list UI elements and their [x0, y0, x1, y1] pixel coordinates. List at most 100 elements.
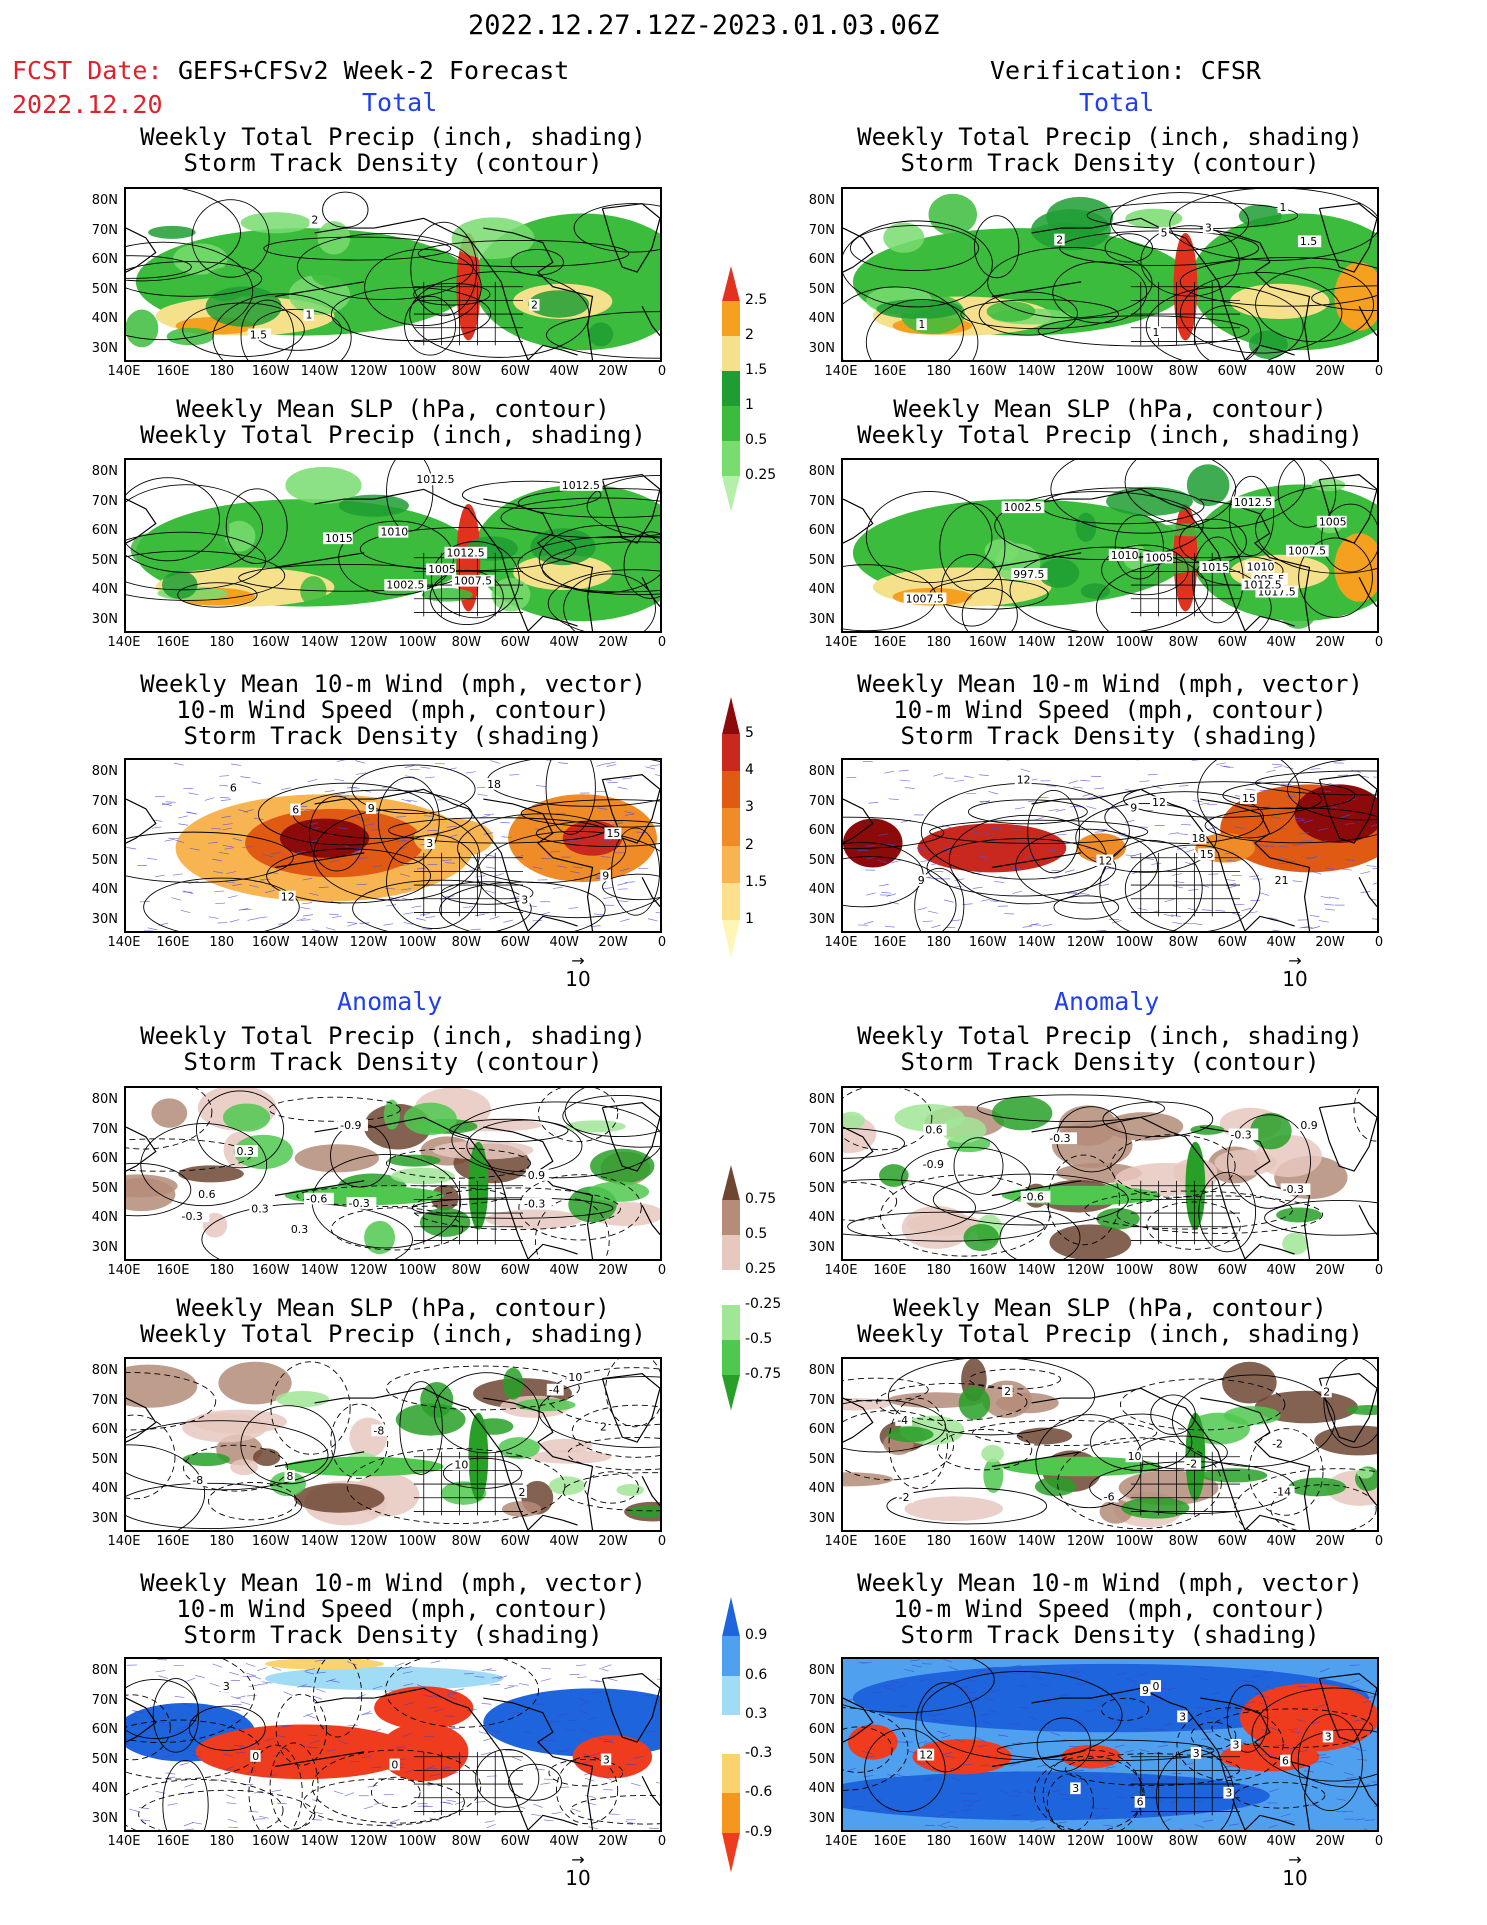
- lon-tick-label: 20W: [598, 364, 628, 379]
- precip-anom-wet-band: [284, 1456, 444, 1477]
- lon-tick-label: 160E: [156, 1834, 190, 1849]
- precip-anom-wet: [383, 1099, 400, 1130]
- contour-label: 6: [1137, 1796, 1144, 1809]
- lat-tick-label: 40N: [808, 1481, 835, 1496]
- panel-title-line: Weekly Mean SLP (hPa, contour): [893, 1294, 1327, 1322]
- lon-tick-label: 160E: [873, 935, 907, 950]
- panel-title-line: Weekly Mean 10-m Wind (mph, vector): [140, 670, 646, 698]
- fcst-model-label: GEFS+CFSv2 Week-2 Forecast: [178, 56, 570, 85]
- precip-cell: [309, 251, 357, 288]
- contour-label: 0.3: [237, 1145, 254, 1158]
- track-anom-pos-na: [379, 1722, 469, 1782]
- lon-tick-label: 140E: [107, 364, 141, 379]
- lon-tick-label: 160W: [968, 1834, 1007, 1849]
- colorbar-segment: [722, 1636, 740, 1677]
- lon-tick-label: 120W: [349, 364, 388, 379]
- contour-label: 2: [311, 214, 318, 227]
- contour-label: 6: [1282, 1755, 1289, 1768]
- lon-tick-label: 180: [926, 1534, 952, 1549]
- lat-tick-label: 80N: [91, 193, 118, 208]
- contour-label: 2: [519, 1486, 526, 1499]
- contour-label: 1: [1153, 326, 1160, 339]
- contour-label: 5: [1161, 227, 1168, 240]
- lon-tick-label: 80W: [1168, 935, 1199, 950]
- precip-anom-wet-band: [1001, 1456, 1161, 1477]
- contour-label: 1007.5: [1288, 545, 1326, 558]
- precip-anom-wet: [991, 1096, 1053, 1131]
- colorbar-segment: [722, 919, 740, 958]
- contour-label: 1: [918, 318, 925, 331]
- lon-tick-label: 0: [1374, 935, 1384, 950]
- precip-anom-dry: [126, 1178, 176, 1212]
- contour-label: 3: [223, 1680, 230, 1693]
- contour-label: 12: [1098, 854, 1112, 867]
- contour-label: 0.9: [528, 1169, 545, 1182]
- precip-anom-wet: [275, 1390, 330, 1408]
- lon-tick-label: 60W: [500, 1534, 530, 1549]
- colorbar-label: 0.3: [745, 1705, 768, 1722]
- lon-tick-label: 160W: [251, 1834, 290, 1849]
- section-anomaly-left: Anomaly: [337, 987, 443, 1016]
- lon-tick-label: 140W: [300, 1263, 339, 1278]
- lat-tick-label: 80N: [91, 464, 118, 479]
- colorbar-segment: [722, 1793, 740, 1834]
- lon-tick-label: 100W: [398, 364, 437, 379]
- precip-cell: [1238, 204, 1282, 227]
- precip-anom-wet: [1356, 1467, 1374, 1479]
- colorbar-label: 0.25: [745, 1261, 777, 1277]
- contour-label: 0.9: [1300, 1119, 1317, 1132]
- lat-tick-label: 80N: [91, 1092, 118, 1107]
- colorbar-label: 4: [745, 762, 754, 779]
- precip-cell: [421, 587, 473, 602]
- vector-reference-value: 10: [565, 967, 591, 991]
- contour-label: 3: [1072, 1782, 1079, 1795]
- lon-tick-label: 40W: [1266, 935, 1296, 950]
- lat-tick-label: 30N: [91, 1239, 118, 1255]
- lat-tick-label: 80N: [91, 1663, 118, 1678]
- lon-tick-label: 20W: [1315, 935, 1345, 950]
- lon-tick-label: 120W: [1066, 635, 1105, 650]
- lat-tick-label: 60N: [91, 823, 118, 838]
- lon-tick-label: 80W: [451, 1263, 482, 1278]
- panel-title-line: Weekly Total Precip (inch, shading): [140, 1022, 646, 1050]
- precip-cell: [148, 225, 196, 239]
- map-panel-fp1: 2 2 1 1.5: [124, 187, 662, 362]
- precip-anom-wet: [419, 1207, 471, 1237]
- colorbar-label: -0.25: [745, 1296, 782, 1312]
- contour-label: 1002.5: [386, 579, 424, 592]
- lon-tick-label: 120W: [1066, 364, 1105, 379]
- lon-tick-label: 120W: [349, 1834, 388, 1849]
- lon-tick-label: 0: [1374, 635, 1384, 650]
- panel-title-line: Weekly Total Precip (inch, shading): [140, 421, 646, 449]
- lat-tick-label: 40N: [91, 882, 118, 897]
- precip-anom-wet: [1282, 1232, 1309, 1255]
- precip-anom-dry: [126, 1364, 198, 1408]
- lat-tick-label: 50N: [808, 281, 835, 297]
- precip-anom-wet: [1250, 1112, 1292, 1150]
- precip-anom-wet: [958, 1386, 991, 1420]
- precip-anom-dry: [981, 1380, 1032, 1419]
- contour-label: 3: [1325, 1730, 1332, 1743]
- lon-tick-label: 60W: [500, 1263, 530, 1278]
- track-anom-neg-arctic: [264, 1666, 504, 1691]
- contour-label: 2: [1004, 1385, 1011, 1398]
- contour-label: 0: [391, 1758, 398, 1771]
- lon-tick-label: 160E: [873, 635, 907, 650]
- contour-label: 1002.5: [1004, 501, 1042, 514]
- lon-tick-label: 160W: [251, 364, 290, 379]
- vector-reference-value: 10: [1282, 1866, 1308, 1890]
- lon-tick-label: 140E: [824, 1534, 858, 1549]
- lon-tick-label: 180: [209, 1534, 235, 1549]
- date-range-title: 2022.12.27.12Z-2023.01.03.06Z: [468, 10, 940, 41]
- precip-cell: [317, 221, 351, 255]
- lon-tick-label: 140E: [824, 364, 858, 379]
- lon-tick-label: 140W: [300, 1834, 339, 1849]
- colorbar-segment: [722, 1754, 740, 1794]
- precip-cell: [222, 520, 256, 552]
- lon-tick-label: 120W: [349, 1534, 388, 1549]
- precip-cell: [240, 212, 311, 234]
- colorbar-segment: [722, 771, 740, 809]
- contour-label: 1015: [1201, 561, 1229, 574]
- lat-tick-label: 30N: [808, 340, 835, 356]
- colorbar-label: 1.5: [745, 873, 768, 890]
